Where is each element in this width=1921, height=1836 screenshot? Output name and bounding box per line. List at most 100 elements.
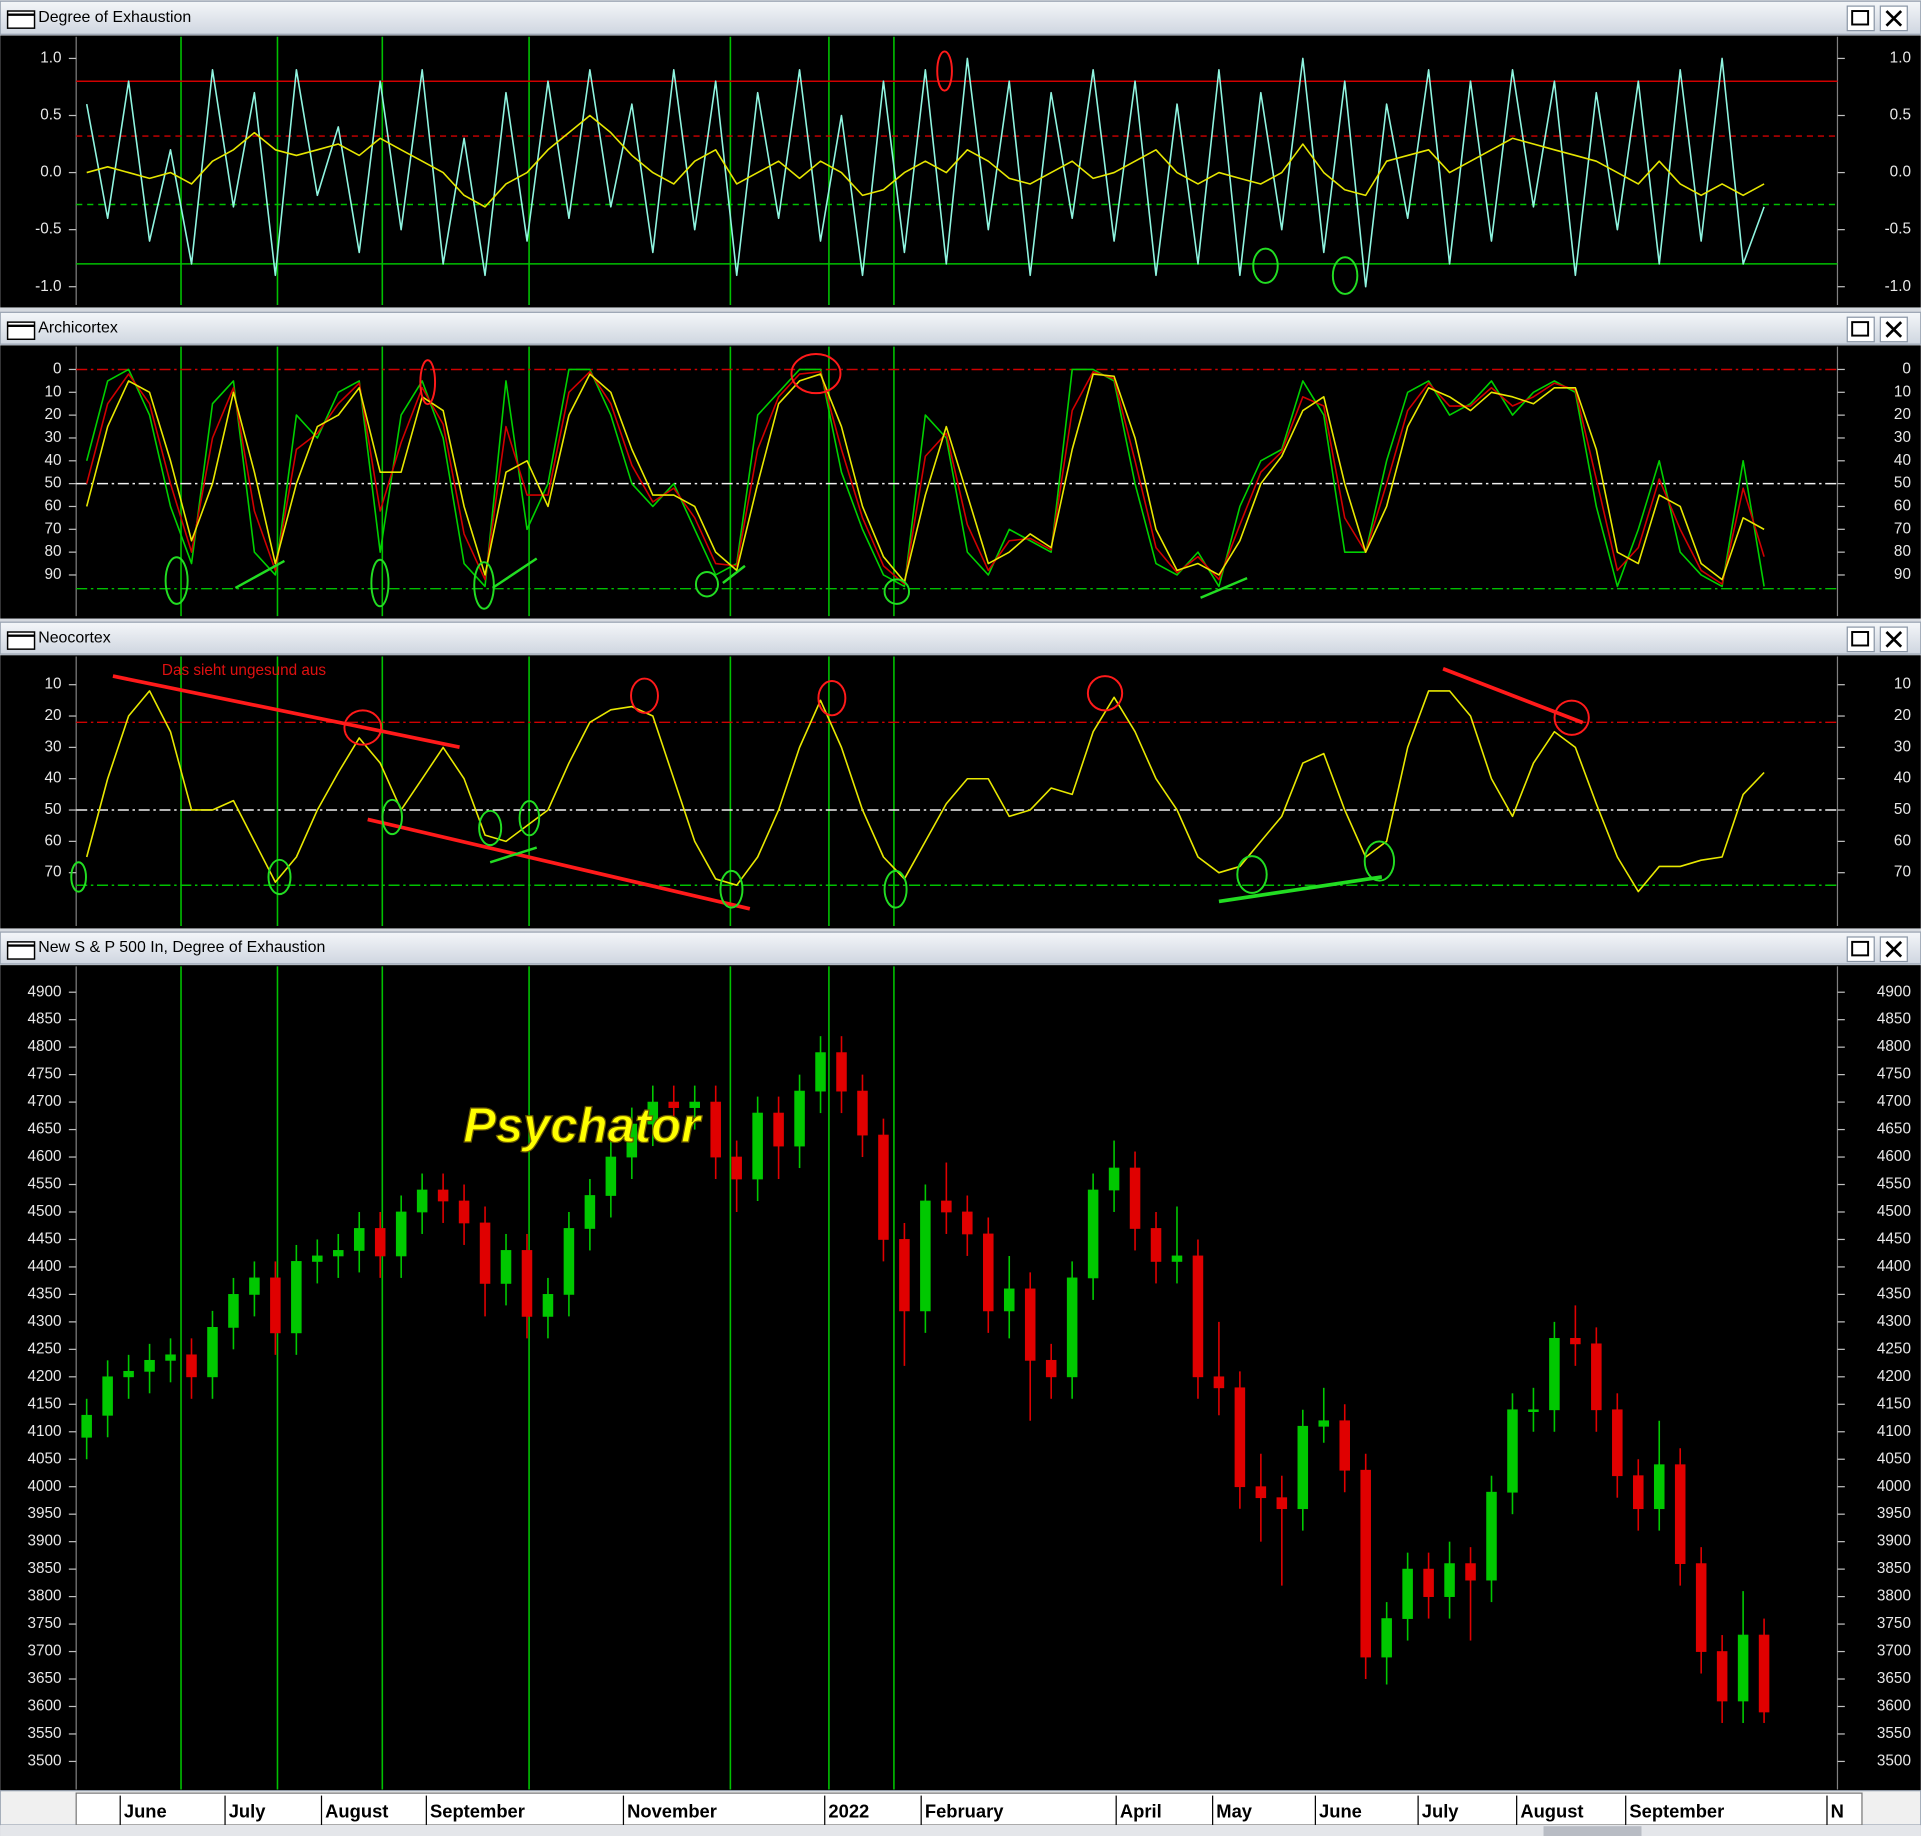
y-tick-label: 4450 <box>1877 1231 1911 1248</box>
annotation-circle <box>370 558 390 608</box>
close-icon[interactable] <box>1885 10 1903 27</box>
y-tick-label: 70 <box>1894 520 1911 537</box>
y-tick-label: 3800 <box>1877 1588 1911 1605</box>
y-tick-label: 3750 <box>27 1615 61 1632</box>
y-tick-label: 0.5 <box>40 107 61 124</box>
candle-body <box>605 1156 617 1196</box>
candle-body <box>270 1277 281 1334</box>
y-tick-label: 4650 <box>27 1121 61 1138</box>
candle-body <box>1528 1409 1539 1412</box>
trend-line <box>234 559 285 589</box>
maximize-icon[interactable] <box>1851 631 1870 647</box>
candle-body <box>1024 1288 1036 1361</box>
maximize-icon[interactable] <box>1851 940 1870 957</box>
y-tick-label: 4650 <box>1877 1121 1911 1138</box>
candle-body <box>521 1250 533 1317</box>
y-tick-label: 70 <box>44 520 61 537</box>
close-icon[interactable] <box>1885 631 1903 648</box>
candle-body <box>228 1294 239 1328</box>
series-line <box>85 57 1765 288</box>
x-tick-label: July <box>229 1801 267 1822</box>
y-tick-label: 3950 <box>27 1505 61 1522</box>
close-button[interactable] <box>1879 936 1908 963</box>
annotation-circle <box>1236 855 1268 894</box>
y-tick-label: 4200 <box>1877 1368 1911 1385</box>
candle-body <box>899 1239 910 1312</box>
y-tick-label: 4400 <box>27 1258 61 1275</box>
candle-body <box>353 1228 365 1251</box>
y-tick-label: 4400 <box>1877 1258 1911 1275</box>
title-bar <box>0 931 1921 965</box>
candle-body <box>1570 1337 1581 1345</box>
y-tick-label: 20 <box>1894 707 1911 724</box>
annotation-circle <box>719 869 744 909</box>
x-tick-label: 2022 <box>828 1801 869 1822</box>
y-tick-label: 80 <box>44 543 61 560</box>
candle-body <box>416 1189 428 1213</box>
series-line <box>85 370 1765 585</box>
plot-background <box>0 345 1921 619</box>
y-tick-label: 60 <box>44 832 61 849</box>
candle-body <box>500 1250 512 1284</box>
candle-body <box>836 1052 847 1092</box>
candle-body <box>123 1370 134 1378</box>
close-icon[interactable] <box>1885 321 1903 338</box>
y-tick-label: 60 <box>1894 498 1911 515</box>
candle-body <box>689 1101 700 1108</box>
annotation-circle <box>630 677 659 714</box>
annotation-text: Das sieht ungesund aus <box>162 662 326 679</box>
candle-body <box>249 1277 260 1295</box>
y-tick-label: 10 <box>44 383 61 400</box>
scrollbar-thumb[interactable] <box>1543 1826 1642 1836</box>
y-tick-label: -0.5 <box>1885 221 1911 238</box>
y-tick-label: 3700 <box>27 1643 61 1660</box>
trend-line <box>1218 875 1383 904</box>
y-tick-label: 4000 <box>27 1478 61 1495</box>
y-tick-label: 3850 <box>1877 1560 1911 1577</box>
y-tick-label: 70 <box>1894 864 1911 881</box>
maximize-button[interactable] <box>1846 316 1875 343</box>
annotation-circle <box>883 578 911 605</box>
chart-title: Degree of Exhaustion <box>38 9 191 26</box>
candle-body <box>1003 1288 1015 1312</box>
candle-body <box>668 1101 680 1108</box>
annotation-circle <box>419 359 437 406</box>
y-tick-label: 3900 <box>27 1533 61 1550</box>
candle-body <box>1234 1387 1246 1488</box>
candle-body <box>1486 1491 1497 1581</box>
y-tick-label: 30 <box>44 738 61 755</box>
maximize-button[interactable] <box>1846 936 1875 963</box>
y-tick-label: 80 <box>1894 543 1911 560</box>
annotation-circle <box>817 680 847 717</box>
close-button[interactable] <box>1879 316 1908 343</box>
y-tick-label: 4850 <box>27 1011 61 1028</box>
candle-body <box>1045 1359 1057 1378</box>
annotation-circle <box>343 709 383 746</box>
chart-title: New S & P 500 In, Degree of Exhaustion <box>38 939 325 956</box>
candle-body <box>584 1195 596 1229</box>
close-icon[interactable] <box>1885 940 1903 958</box>
y-tick-label: 4100 <box>1877 1423 1911 1440</box>
y-tick-label: 4550 <box>27 1176 61 1193</box>
trend-line <box>489 846 538 864</box>
close-button[interactable] <box>1879 5 1908 32</box>
y-tick-label: 4600 <box>1877 1148 1911 1165</box>
close-button[interactable] <box>1879 626 1908 653</box>
maximize-button[interactable] <box>1846 626 1875 653</box>
y-tick-label: 4700 <box>27 1093 61 1110</box>
y-tick-label: 3700 <box>1877 1643 1911 1660</box>
y-tick-label: 3500 <box>27 1752 61 1769</box>
candle-body <box>479 1222 491 1284</box>
y-tick-label: 0 <box>53 361 62 378</box>
annotation-circle <box>1553 699 1590 736</box>
candle-body <box>1129 1167 1141 1229</box>
y-tick-label: 20 <box>44 406 61 423</box>
y-tick-label: 4250 <box>1877 1340 1911 1357</box>
candle-body <box>144 1359 155 1372</box>
candle-body <box>1695 1563 1707 1652</box>
maximize-icon[interactable] <box>1851 10 1870 26</box>
maximize-button[interactable] <box>1846 5 1875 32</box>
candle-body <box>1213 1376 1225 1389</box>
maximize-icon[interactable] <box>1851 321 1870 337</box>
y-tick-label: 30 <box>44 429 61 446</box>
